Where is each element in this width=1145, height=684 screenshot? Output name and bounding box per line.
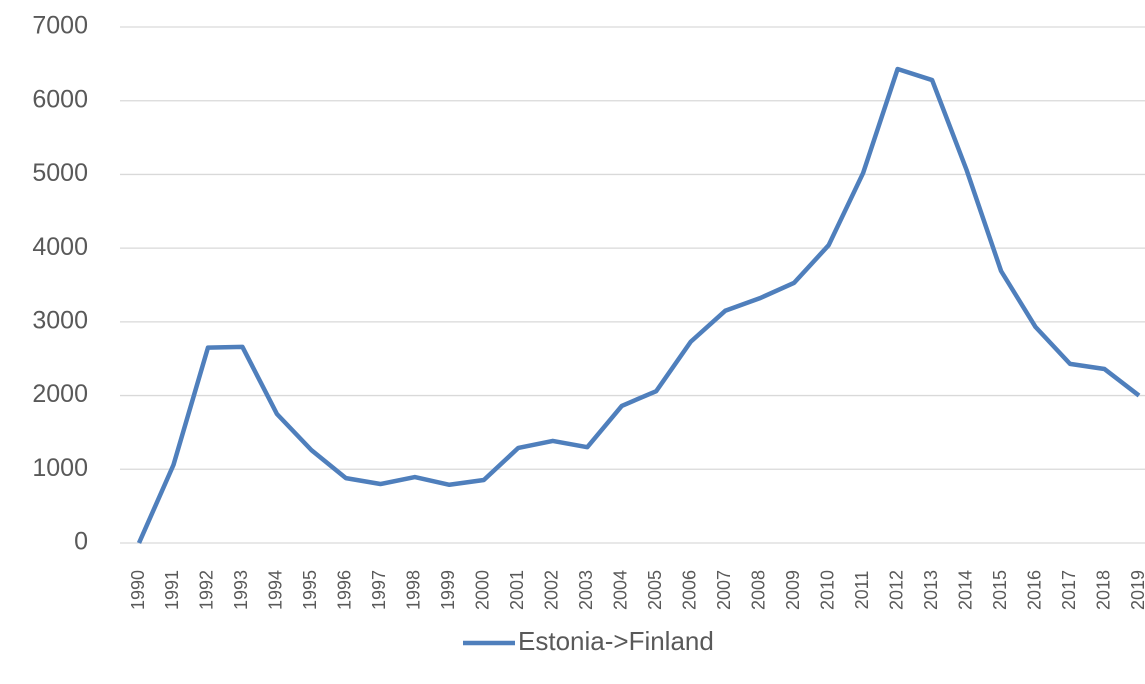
x-tick-label: 2019: [1128, 570, 1145, 610]
x-tick-label: 1996: [335, 570, 355, 610]
y-tick-label: 4000: [32, 233, 88, 261]
y-tick-label: 7000: [32, 12, 88, 40]
x-tick-label: 2016: [1024, 570, 1044, 610]
x-tick-label: 2014: [955, 570, 975, 610]
x-tick-label: 1999: [438, 570, 458, 610]
x-tick-label: 1993: [231, 570, 251, 610]
x-tick-label: 1994: [266, 570, 286, 610]
x-tick-label: 2007: [714, 570, 734, 610]
x-tick-label: 2002: [542, 570, 562, 610]
x-tick-label: 2015: [990, 570, 1010, 610]
data-line: [136, 66, 1141, 544]
x-tick-label: 2012: [886, 570, 906, 610]
y-tick-label: 6000: [32, 85, 88, 113]
x-tick-label: 2013: [921, 570, 941, 610]
x-tick-label: 2011: [852, 571, 872, 610]
x-tick-label: 2009: [783, 570, 803, 610]
x-tick-label: 2018: [1093, 570, 1113, 610]
x-tick-label: 2003: [576, 570, 596, 610]
y-tick-label: 0: [74, 528, 88, 556]
legend-label: Estonia->Finland: [518, 626, 714, 656]
y-tick-label: 5000: [32, 159, 88, 187]
x-tick-label: 2001: [507, 570, 527, 610]
x-tick-label: 1992: [197, 570, 217, 610]
x-tick-label: 2004: [611, 570, 631, 610]
x-tick-label: 2005: [645, 570, 665, 610]
x-tick-label: 1990: [128, 570, 148, 610]
x-tick-label: 2006: [679, 570, 699, 610]
y-tick-label: 3000: [32, 306, 88, 334]
x-tick-label: 2010: [817, 570, 837, 610]
x-tick-label: 1998: [404, 570, 424, 610]
x-tick-label: 2000: [473, 570, 493, 610]
y-tick-label: 2000: [32, 380, 88, 408]
x-tick-label: 1997: [369, 570, 389, 610]
x-tick-label: 2008: [748, 570, 768, 610]
x-tick-label: 1991: [162, 570, 182, 610]
x-tick-label: 2017: [1059, 570, 1079, 610]
x-tick-label: 1995: [300, 570, 320, 610]
y-tick-label: 1000: [32, 454, 88, 482]
